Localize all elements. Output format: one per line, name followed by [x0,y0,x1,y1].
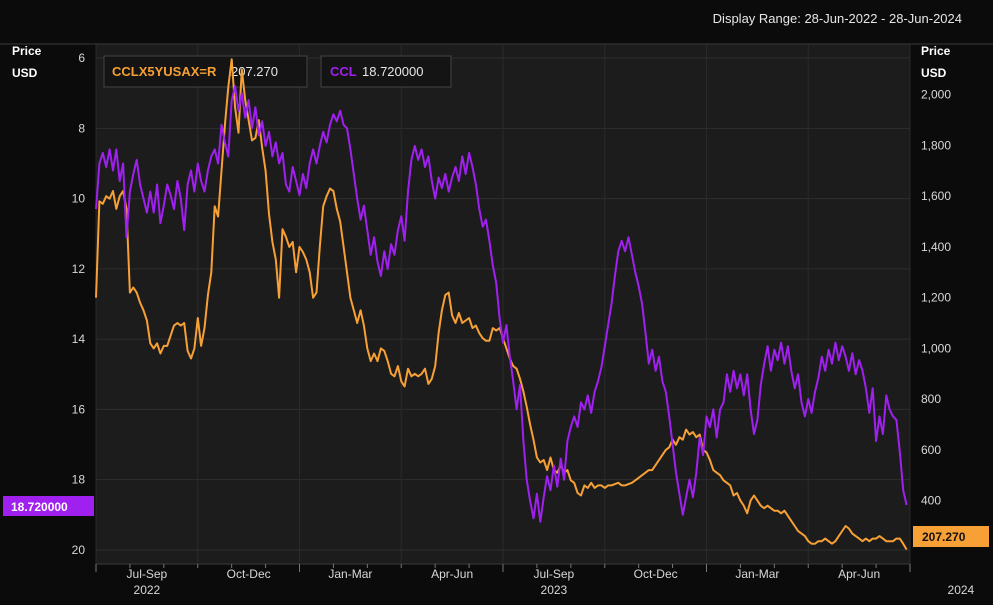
right-tick-label: 1,800 [921,138,951,152]
right-axis-title-price: Price [921,44,951,58]
x-quarter-label: Apr-Jun [838,567,880,581]
legend-name-cclx5yusax: CCLX5YUSAX=R [112,64,217,79]
x-year-label: 2022 [134,583,161,597]
left-tick-label: 16 [72,402,86,416]
right-tick-label: 1,200 [921,291,951,305]
legend-box-cclx5yusax[interactable] [103,55,308,88]
x-year-label: 2024 [948,583,975,597]
left-tick-label: 12 [72,262,86,276]
legend-value-cclx5yusax: 207.270 [231,64,278,79]
series-lines [95,58,908,551]
x-quarter-label: Oct-Dec [227,567,271,581]
ccl-badge-bg [3,496,94,516]
left-tick-label: 14 [72,332,86,346]
legend-value-ccl: 18.720000 [362,64,423,79]
left-tick-label: 20 [72,543,86,557]
series-line-ccl[interactable] [95,85,908,523]
left-axis-title-price: Price [12,44,42,58]
right-tick-label: 400 [921,494,941,508]
legend-name-ccl: CCL [330,64,357,79]
legend-box-ccl[interactable] [320,55,452,88]
left-tick-label: 8 [78,121,85,135]
x-year-label: 2023 [541,583,568,597]
x-quarter-label: Jan-Mar [735,567,779,581]
left-tick-label: 6 [78,51,85,65]
right-tick-label: 1,400 [921,240,951,254]
cclx5yusax-badge-bg [913,526,989,547]
ccl-badge-text: 18.720000 [11,500,68,514]
display-range-text: Display Range: 28-Jun-2022 - 28-Jun-2024 [713,11,962,26]
x-quarter-label: Apr-Jun [431,567,473,581]
x-quarter-label: Jan-Mar [328,567,372,581]
right-tick-label: 1,000 [921,341,951,355]
x-axis-labels: Jul-Sep Oct-Dec Jan-Mar Apr-Jun Jul-Sep Oct-D… [95,564,975,597]
right-tick-label: 800 [921,392,941,406]
legend: CCLX5YUSAX=R 207.270 CCL 18.720000 [103,55,452,88]
cclx5yusax-badge-text: 207.270 [922,530,966,544]
right-tick-label: 600 [921,443,941,457]
cclx5yusax-last-value-badge: 207.270 [913,526,989,547]
left-tick-label: 10 [72,192,86,206]
x-quarter-label: Jul-Sep [534,567,575,581]
left-axis-title-usd: USD [12,66,38,80]
x-quarter-label: Oct-Dec [634,567,678,581]
right-axis-ticks: 400 600 800 1,000 1,200 1,400 1,600 1,800 2,000 [921,88,951,508]
right-tick-label: 2,000 [921,88,951,102]
x-quarter-label: Jul-Sep [127,567,168,581]
right-tick-label: 1,600 [921,189,951,203]
ccl-last-value-badge: 18.720000 [3,496,94,516]
right-axis-title-usd: USD [921,66,947,80]
left-tick-label: 18 [72,473,86,487]
left-axis-ticks: 6 8 10 12 14 16 18 20 [72,51,86,557]
